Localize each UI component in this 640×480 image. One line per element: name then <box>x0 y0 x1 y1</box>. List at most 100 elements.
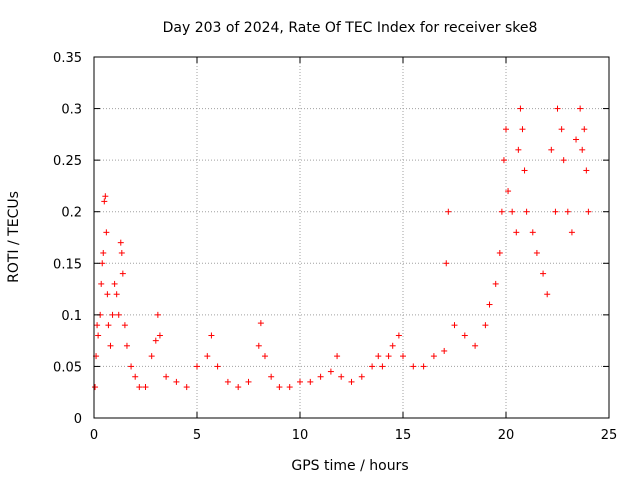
data-point <box>268 373 275 380</box>
x-tick-label: 20 <box>498 428 515 443</box>
data-point <box>513 229 520 236</box>
data-point <box>515 146 522 153</box>
data-point <box>154 311 161 318</box>
data-point <box>503 126 509 133</box>
data-point <box>338 373 345 380</box>
data-point <box>194 363 200 370</box>
axis-ticks <box>93 56 610 419</box>
data-point <box>573 136 580 143</box>
y-tick-label: 0 <box>74 412 82 427</box>
data-point <box>577 105 584 112</box>
data-point <box>385 353 392 360</box>
data-point <box>558 126 565 133</box>
x-tick-label: 0 <box>90 428 98 443</box>
data-point <box>276 384 283 391</box>
x-tick-label: 10 <box>292 428 309 443</box>
data-point <box>509 208 516 215</box>
data-point <box>375 353 382 360</box>
data-point <box>224 378 231 385</box>
data-point <box>517 105 524 112</box>
plot-frame <box>93 56 610 419</box>
data-point <box>111 280 118 287</box>
data-point <box>100 249 107 256</box>
data-point <box>307 378 314 385</box>
data-point <box>117 239 124 246</box>
data-point <box>498 208 505 215</box>
data-point <box>152 337 159 344</box>
data-point <box>142 384 149 391</box>
x-tick-label: 5 <box>193 428 201 443</box>
data-point <box>156 332 163 339</box>
data-point <box>348 378 355 385</box>
y-tick-label: 0.2 <box>61 206 82 221</box>
data-points <box>92 105 592 391</box>
data-point <box>420 363 427 370</box>
data-point <box>369 363 376 370</box>
data-point <box>395 332 402 339</box>
data-point <box>103 229 110 236</box>
data-point <box>107 342 114 349</box>
data-point <box>564 208 571 215</box>
y-tick-label: 0.35 <box>53 51 82 66</box>
data-point <box>482 322 489 329</box>
data-point <box>128 363 135 370</box>
x-tick-label: 15 <box>395 428 412 443</box>
data-point <box>297 378 303 385</box>
y-tick-label: 0.3 <box>61 103 82 118</box>
data-point <box>101 198 108 205</box>
data-point <box>235 384 242 391</box>
data-point <box>208 332 215 339</box>
data-point <box>496 249 503 256</box>
x-axis-label: GPS time / hours <box>291 458 408 474</box>
data-point <box>105 322 112 329</box>
y-tick-label: 0.15 <box>53 257 82 272</box>
data-point <box>445 208 452 215</box>
data-point <box>430 353 437 360</box>
data-point <box>257 320 264 327</box>
data-point <box>102 193 109 200</box>
data-point <box>500 157 507 164</box>
data-point <box>358 373 365 380</box>
data-point <box>115 311 122 318</box>
data-point <box>581 126 588 133</box>
data-point <box>163 373 170 380</box>
data-point <box>400 353 406 360</box>
data-point <box>94 322 101 329</box>
data-point <box>204 353 211 360</box>
data-point <box>286 384 293 391</box>
y-tick-label: 0.25 <box>53 154 82 169</box>
data-point <box>245 378 252 385</box>
data-point <box>95 332 102 339</box>
data-point <box>579 146 586 153</box>
data-point <box>121 322 128 329</box>
y-tick-label: 0.05 <box>53 360 82 375</box>
data-point <box>492 280 499 287</box>
x-tick-label: 25 <box>601 428 618 443</box>
data-point <box>136 384 143 391</box>
data-point <box>443 260 450 267</box>
data-point <box>529 229 536 236</box>
data-point <box>560 157 567 164</box>
data-point <box>451 322 458 329</box>
data-point <box>533 249 540 256</box>
data-point <box>379 363 386 370</box>
data-point <box>523 208 530 215</box>
data-point <box>317 373 324 380</box>
data-point <box>118 249 125 256</box>
data-point <box>552 208 559 215</box>
data-point <box>327 368 334 375</box>
data-point <box>255 342 262 349</box>
data-point <box>548 146 555 153</box>
data-point <box>568 229 575 236</box>
data-point <box>214 363 221 370</box>
data-point <box>389 342 396 349</box>
data-point <box>99 260 106 267</box>
data-point <box>92 384 99 391</box>
data-point <box>521 167 528 174</box>
data-point <box>540 270 547 277</box>
data-point <box>183 384 190 391</box>
data-point <box>132 373 139 380</box>
data-point <box>472 342 479 349</box>
data-point <box>583 167 590 174</box>
